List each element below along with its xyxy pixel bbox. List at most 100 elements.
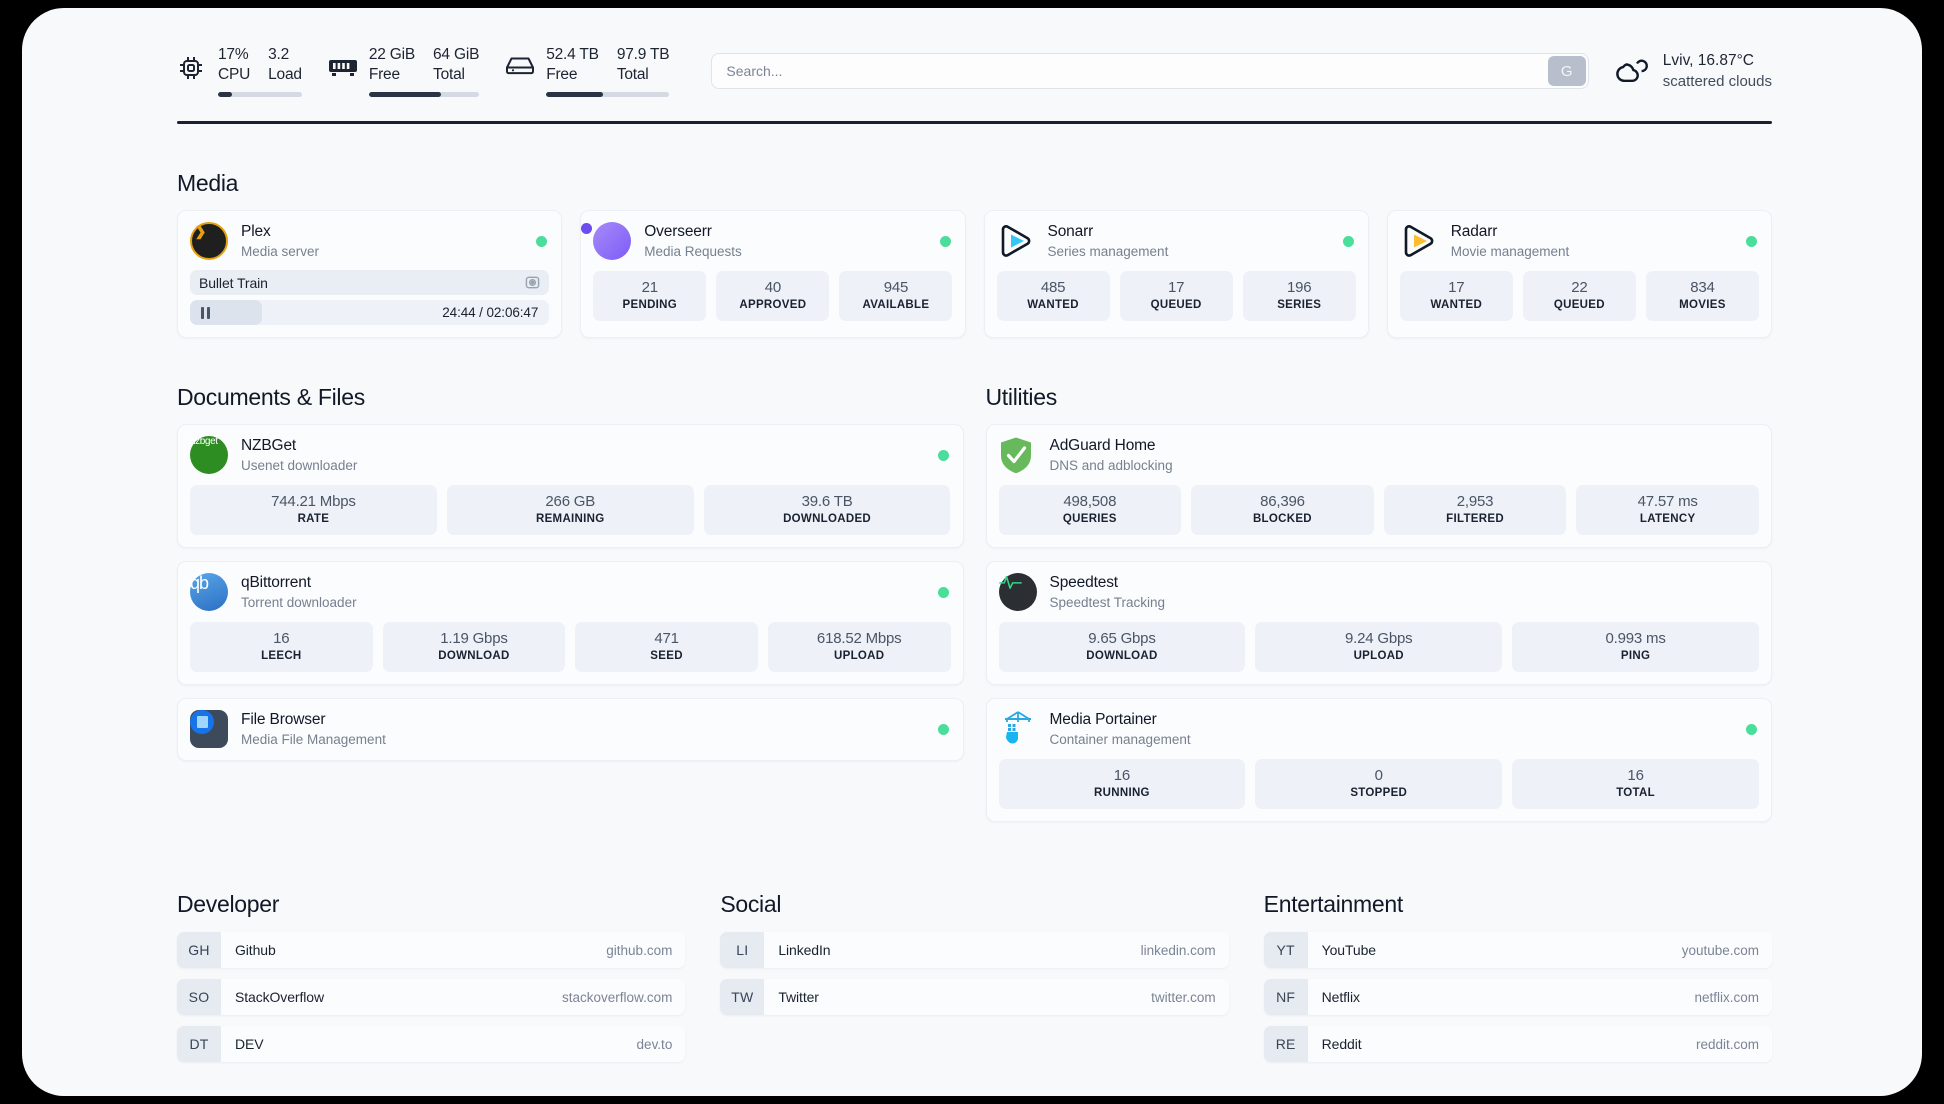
bookmark-link[interactable]: LI LinkedIn linkedin.com — [720, 932, 1229, 968]
bookmark-link[interactable]: DT DEV dev.to — [177, 1026, 686, 1062]
search-provider-button[interactable]: G — [1547, 56, 1586, 86]
dashboard-page: 17% CPU 3.2 Load 22 GiB Free 64 GiB Tota… — [22, 8, 1922, 1096]
cpu-icon — [177, 54, 207, 84]
bookmark-link[interactable]: GH Github github.com — [177, 932, 686, 968]
resource-widget-0[interactable]: 17% CPU 3.2 Load — [177, 45, 302, 97]
utilities-column: Utilities AdGuard Home DNS and adblockin… — [985, 338, 1772, 835]
stat-label: BLOCKED — [1252, 513, 1312, 525]
section-title-utilities: Utilities — [985, 384, 1058, 410]
section-title-documents: Documents & Files — [177, 384, 365, 410]
status-indicator-dot — [1746, 235, 1757, 247]
header-bar: 17% CPU 3.2 Load 22 GiB Free 64 GiB Tota… — [177, 34, 1772, 108]
stat-block[interactable]: 17 QUEUED — [1119, 271, 1233, 321]
stat-block[interactable]: 1.19 Gbps DOWNLOAD — [382, 622, 566, 672]
service-card-sonarr[interactable]: Sonarr Series management 485 WANTED 17 Q… — [983, 210, 1369, 338]
stat-block[interactable]: 196 SERIES — [1242, 271, 1356, 321]
bookmark-group-social: Social LI LinkedIn linkedin.com TW Twitt… — [720, 891, 1229, 1073]
bookmark-name: StackOverflow — [235, 989, 324, 1005]
stat-block[interactable]: 9.24 Gbps UPLOAD — [1255, 622, 1503, 672]
stat-value: 9.24 Gbps — [1345, 630, 1413, 647]
stat-block[interactable]: 2,953 FILTERED — [1383, 485, 1567, 535]
resource-value: 22 GiB — [368, 46, 416, 63]
stat-block[interactable]: 471 SEED — [575, 622, 758, 672]
stat-block[interactable]: 47.57 ms LATENCY — [1576, 485, 1759, 535]
stat-label: AVAILABLE — [862, 299, 930, 311]
stat-block[interactable]: 22 QUEUED — [1522, 271, 1636, 321]
resource-label: Total — [433, 66, 465, 83]
stat-value: 2,953 — [1456, 493, 1494, 510]
resource-column: 3.2 Load — [268, 45, 302, 84]
stat-block[interactable]: 16 RUNNING — [998, 759, 1246, 809]
stat-block[interactable]: 0.993 ms PING — [1512, 622, 1759, 672]
resource-widget-2[interactable]: 52.4 TB Free 97.9 TB Total — [505, 45, 670, 97]
bookmark-link[interactable]: TW Twitter twitter.com — [720, 979, 1229, 1015]
service-card-qbittorrent[interactable]: qb qBittorrent Torrent downloader 16 LEE… — [177, 561, 964, 685]
stat-block[interactable]: 86,396 BLOCKED — [1191, 485, 1374, 535]
bookmark-link[interactable]: YT YouTube youtube.com — [1263, 932, 1772, 968]
card-header: qb qBittorrent Torrent downloader — [190, 573, 951, 611]
service-card-nzbget[interactable]: nzbget NZBGet Usenet downloader 744.21 M… — [177, 424, 964, 548]
stat-label: LEECH — [261, 650, 302, 662]
service-description: Torrent downloader — [241, 595, 357, 610]
resource-value: 3.2 — [268, 46, 290, 63]
stat-block[interactable]: 16 LEECH — [190, 622, 373, 672]
pause-icon[interactable] — [201, 306, 210, 319]
service-card-file-browser[interactable]: File Browser Media File Management — [177, 698, 964, 761]
service-name: Media Portainer — [1049, 711, 1157, 728]
stat-label: QUEUED — [1150, 299, 1202, 311]
resource-progress-bar — [546, 92, 670, 97]
search-input[interactable] — [712, 54, 1546, 88]
playback-time: 24:44 / 02:06:47 — [442, 305, 539, 320]
now-playing-title: Bullet Train — [199, 274, 268, 291]
bookmark-url: reddit.com — [1695, 1036, 1759, 1052]
stat-value: 196 — [1286, 279, 1312, 296]
stat-row: 17 WANTED 22 QUEUED 834 MOVIES — [1399, 271, 1759, 321]
service-card-speedtest[interactable]: Speedtest Speedtest Tracking 9.65 Gbps D… — [985, 561, 1772, 685]
stat-block[interactable]: 40 APPROVED — [716, 271, 830, 321]
stat-value: 47.57 ms — [1637, 493, 1698, 510]
service-card-radarr[interactable]: Radarr Movie management 17 WANTED 22 QUE… — [1386, 210, 1772, 338]
stat-block[interactable]: 266 GB REMAINING — [446, 485, 694, 535]
stat-value: 17 — [1167, 279, 1185, 296]
service-card-media-portainer[interactable]: Media Portainer Container management 16 … — [985, 698, 1772, 822]
resource-label: Total — [616, 66, 649, 83]
service-name: Sonarr — [1047, 223, 1094, 240]
bookmark-abbreviation: YT — [1263, 932, 1308, 968]
stat-block[interactable]: 21 PENDING — [593, 271, 707, 321]
stat-block[interactable]: 17 WANTED — [1399, 271, 1513, 321]
stat-value: 0 — [1374, 767, 1383, 784]
search-bar[interactable]: G — [711, 53, 1589, 89]
stat-block[interactable]: 945 AVAILABLE — [839, 271, 953, 321]
stat-block[interactable]: 16 TOTAL — [1512, 759, 1759, 809]
service-card-plex[interactable]: Plex Media server Bullet Train — [177, 210, 563, 338]
resource-widget-1[interactable]: 22 GiB Free 64 GiB Total — [328, 45, 479, 97]
bookmark-link[interactable]: RE Reddit reddit.com — [1263, 1026, 1772, 1062]
stat-block[interactable]: 618.52 Mbps UPLOAD — [767, 622, 951, 672]
resource-label: Free — [368, 66, 400, 83]
bookmark-link[interactable]: NF Netflix netflix.com — [1263, 979, 1772, 1015]
service-card-adguard-home[interactable]: AdGuard Home DNS and adblocking 498,508 … — [985, 424, 1772, 548]
bookmark-url: netflix.com — [1694, 989, 1759, 1005]
status-indicator-dot — [1746, 723, 1757, 735]
cast-icon[interactable] — [525, 275, 540, 290]
service-name: Plex — [241, 223, 271, 240]
bookmark-link[interactable]: SO StackOverflow stackoverflow.com — [177, 979, 686, 1015]
stat-block[interactable]: 498,508 QUERIES — [998, 485, 1182, 535]
resource-value: 64 GiB — [433, 46, 480, 63]
bookmark-abbreviation: RE — [1263, 1026, 1308, 1062]
memory-icon — [328, 54, 358, 84]
stat-value: 471 — [654, 630, 679, 647]
weather-widget[interactable]: Lviv, 16.87°C scattered clouds — [1613, 51, 1772, 91]
playback-progress[interactable]: 24:44 / 02:06:47 — [190, 300, 550, 325]
stat-block[interactable]: 9.65 Gbps DOWNLOAD — [998, 622, 1246, 672]
stat-block[interactable]: 744.21 Mbps RATE — [190, 485, 437, 535]
stat-label: WANTED — [1027, 299, 1079, 311]
service-card-overseerr[interactable]: Overseerr Media Requests 21 PENDING 40 A… — [580, 210, 966, 338]
stat-block[interactable]: 39.6 TB DOWNLOADED — [703, 485, 951, 535]
bookmark-name: LinkedIn — [778, 942, 831, 958]
stat-block[interactable]: 485 WANTED — [996, 271, 1110, 321]
stat-block[interactable]: 834 MOVIES — [1645, 271, 1759, 321]
bookmark-name: DEV — [235, 1036, 264, 1052]
stat-label: DOWNLOAD — [438, 650, 510, 662]
stat-block[interactable]: 0 STOPPED — [1255, 759, 1503, 809]
